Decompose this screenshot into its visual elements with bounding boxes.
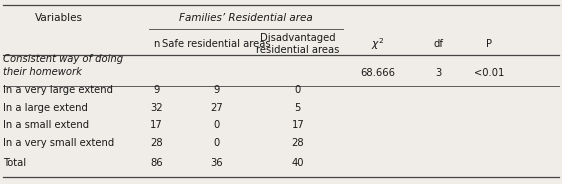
Text: In a small extend: In a small extend xyxy=(3,120,89,130)
Text: 36: 36 xyxy=(210,158,223,168)
Text: 28: 28 xyxy=(292,138,304,148)
Text: 3: 3 xyxy=(435,68,442,78)
Text: 5: 5 xyxy=(294,103,301,113)
Text: 0: 0 xyxy=(213,120,220,130)
Text: 40: 40 xyxy=(292,158,304,168)
Text: $\chi^2$: $\chi^2$ xyxy=(371,36,384,52)
Text: 32: 32 xyxy=(150,103,162,113)
Text: 17: 17 xyxy=(292,120,304,130)
Text: df: df xyxy=(433,39,443,49)
Text: 0: 0 xyxy=(213,138,220,148)
Text: Total: Total xyxy=(3,158,26,168)
Text: 86: 86 xyxy=(150,158,162,168)
Text: 27: 27 xyxy=(210,103,223,113)
Text: 28: 28 xyxy=(150,138,162,148)
Text: 0: 0 xyxy=(294,85,301,95)
Text: Disadvantaged
residential areas: Disadvantaged residential areas xyxy=(256,33,339,55)
Text: <0.01: <0.01 xyxy=(474,68,504,78)
Text: P: P xyxy=(486,39,492,49)
Text: 9: 9 xyxy=(213,85,220,95)
Text: 9: 9 xyxy=(153,85,160,95)
Text: Variables: Variables xyxy=(35,13,83,23)
Text: 68.666: 68.666 xyxy=(360,68,395,78)
Text: Safe residential areas: Safe residential areas xyxy=(162,39,271,49)
Text: In a large extend: In a large extend xyxy=(3,103,88,113)
Text: n: n xyxy=(153,39,160,49)
Text: In a very large extend: In a very large extend xyxy=(3,85,113,95)
Text: 17: 17 xyxy=(150,120,162,130)
Text: Families’ Residential area: Families’ Residential area xyxy=(179,13,312,23)
Text: In a very small extend: In a very small extend xyxy=(3,138,114,148)
Text: Consistent way of doing
their homework: Consistent way of doing their homework xyxy=(3,54,123,77)
